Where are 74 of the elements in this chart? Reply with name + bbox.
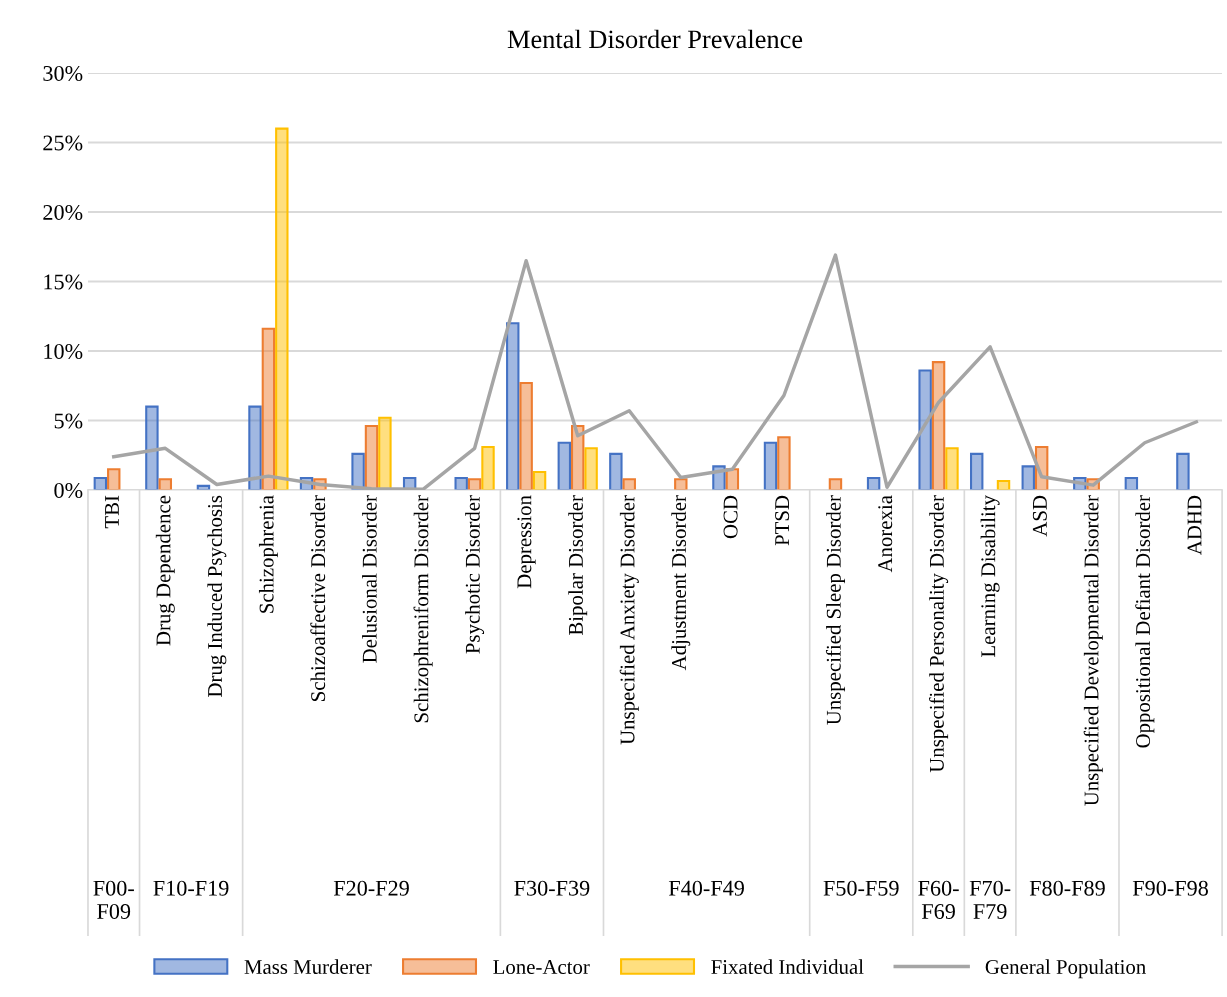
y-tick-label: 20% <box>43 204 83 220</box>
y-tick-label: 5% <box>54 413 83 429</box>
bar <box>1124 477 1139 491</box>
bar <box>584 447 598 491</box>
x-tick-label: Unspecified Sleep Disorder <box>825 495 846 725</box>
bar <box>828 478 843 491</box>
bar <box>918 369 932 491</box>
bar <box>777 436 791 491</box>
x-tick-label: OCD <box>723 495 738 539</box>
bar <box>622 478 636 491</box>
bar <box>145 405 159 491</box>
text: F20-F29 <box>333 880 409 896</box>
bar <box>557 441 572 491</box>
text: F10-F19 <box>153 880 229 896</box>
x-tick-label: ADHD <box>1187 495 1202 556</box>
bar <box>519 381 533 491</box>
y-tick-label: 25% <box>43 135 83 151</box>
bar <box>1176 452 1190 491</box>
y-tick-label: 30% <box>43 65 83 81</box>
y-tick-label: 15% <box>44 274 83 290</box>
x-tick-label: Learning Disability <box>980 495 1000 658</box>
chart-title: Mental Disorder Prevalence <box>507 29 803 49</box>
x-tick-label: Drug Dependence <box>155 495 175 646</box>
x-tick-label: Unspecified Anxiety Disorder <box>619 495 639 745</box>
x-tick-label: Schizoaffective Disorder <box>310 495 326 701</box>
text: F90-F98 <box>1132 880 1208 896</box>
x-tick-label: Delusional Disorder <box>362 495 377 663</box>
x-tick-label: Oppositional Defiant Disorder <box>1135 495 1155 748</box>
bar <box>609 452 623 491</box>
bar <box>970 452 984 491</box>
x-tick-label: Anorexia <box>878 495 893 573</box>
x-tick-label: ASD <box>1032 495 1047 537</box>
x-tick-label: Depression <box>517 495 536 589</box>
x-tick-label: Bipolar Disorder <box>568 495 588 636</box>
bar <box>674 478 688 491</box>
text: F40-F49 <box>668 880 744 896</box>
bar <box>467 478 482 491</box>
legend-label: Lone-Actor <box>493 960 590 975</box>
bar <box>158 478 173 491</box>
bar <box>107 468 121 491</box>
bar <box>763 441 778 491</box>
bar <box>506 322 520 491</box>
bar <box>481 445 495 491</box>
x-tick-label: Adjustment Disorder <box>671 495 691 671</box>
text: F50-F59 <box>823 880 899 896</box>
x-tick-label: PTSD <box>775 495 790 546</box>
x-tick-label: Schizophreniform Disorder <box>413 495 433 723</box>
text: F80-F89 <box>1029 880 1105 896</box>
x-tick-label: Psychotic Disorder <box>465 495 485 654</box>
legend-label: Fixated Individual <box>711 959 864 975</box>
x-tick-label: Unspecified Personality Disorder <box>928 495 949 773</box>
y-tick-label: 10% <box>44 343 83 360</box>
bar <box>261 327 276 491</box>
text: F60-F69 <box>918 880 959 919</box>
x-tick-label: TBI <box>105 495 119 529</box>
x-tick-label: Unspecified Developmental Disorder <box>1083 495 1103 806</box>
legend-label: Mass Murderer <box>244 959 372 975</box>
x-tick-label: Drug Induced Psychosis <box>207 495 227 697</box>
bar <box>866 477 881 491</box>
line-series <box>112 253 1199 491</box>
y-tick-label: 0% <box>54 482 83 499</box>
bar <box>248 405 262 491</box>
bar <box>931 361 946 491</box>
bar <box>1021 465 1035 491</box>
text: F00-F09 <box>93 880 134 919</box>
bar <box>93 477 108 491</box>
x-tick-label: Schizophrenia <box>258 495 278 613</box>
bar <box>454 477 468 491</box>
bar <box>532 470 547 491</box>
text: F70-F79 <box>969 880 1011 919</box>
bar <box>945 447 959 491</box>
text: F30-F39 <box>514 880 590 896</box>
legend-label: General Population <box>985 959 1146 979</box>
bar <box>275 127 289 491</box>
